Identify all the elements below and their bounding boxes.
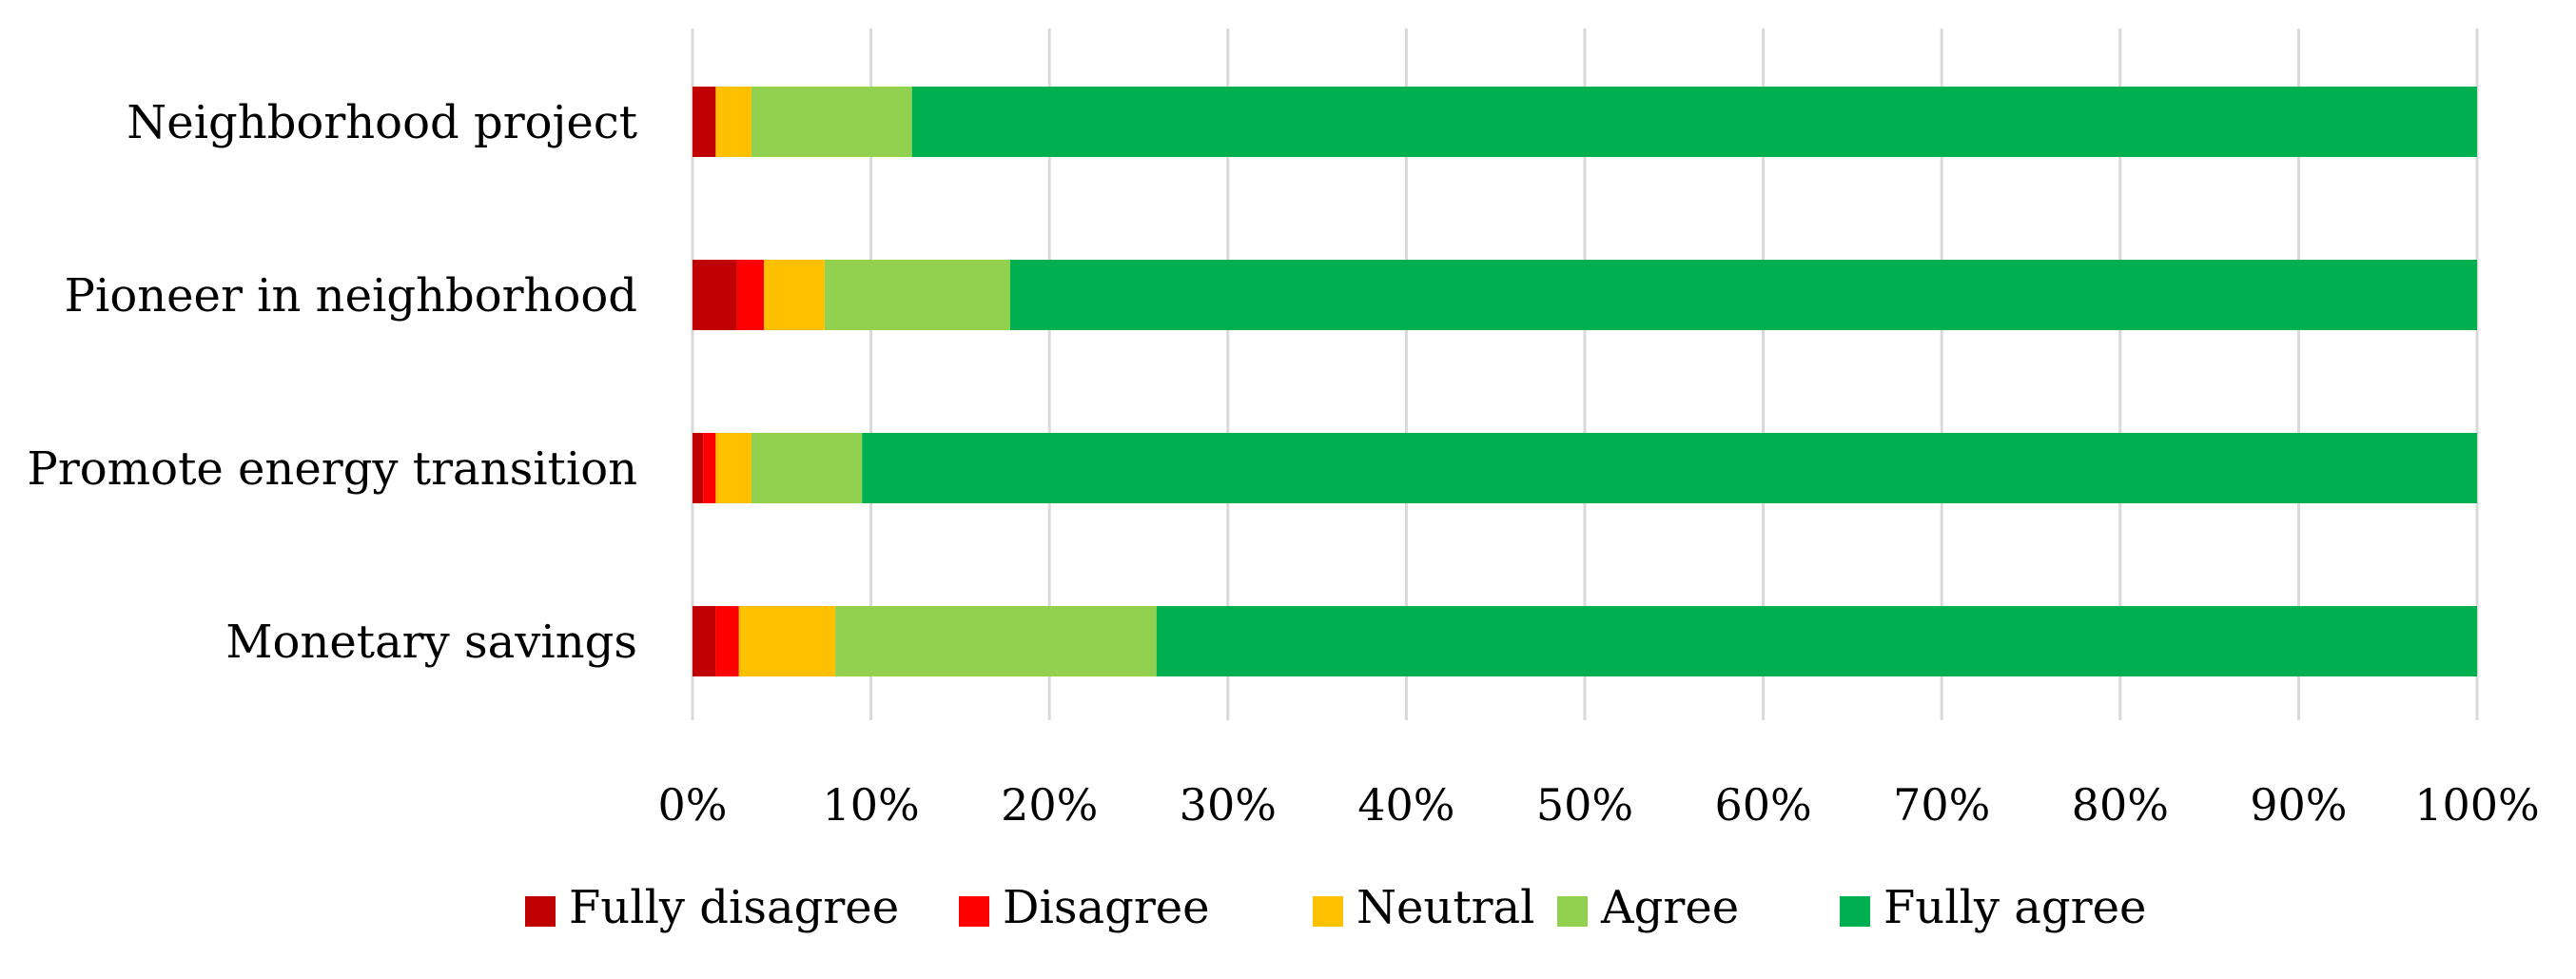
x-tick-label-100: 100% xyxy=(2414,779,2540,831)
bar-segment-fully-disagree xyxy=(693,606,716,676)
bar-segment-neutral xyxy=(715,87,751,157)
bar-segment-agree xyxy=(751,433,863,503)
category-label: Pioneer in neighborhood xyxy=(65,269,637,323)
bar-segment-neutral xyxy=(738,606,836,676)
bar-segment-neutral xyxy=(715,433,751,503)
bar-segment-disagree xyxy=(736,260,765,330)
legend-label-fully-disagree: Fully disagree xyxy=(569,881,899,934)
x-tick-label-10: 10% xyxy=(822,779,919,831)
legend: Fully disagree Disagree Neutral Agree Fully … xyxy=(525,881,2146,934)
category-label: Monetary savings xyxy=(225,616,637,669)
category-labels: Neighborhood project Pioneer in neighborh… xyxy=(28,96,637,669)
legend-swatch-agree xyxy=(1557,896,1588,927)
legend-swatch-fully-agree xyxy=(1840,896,1870,927)
bar-segment-fully-agree xyxy=(1009,260,2477,330)
legend-label-agree: Agree xyxy=(1600,881,1739,934)
bar-segment-fully-agree xyxy=(862,433,2477,503)
bar-segment-fully-disagree xyxy=(693,433,704,503)
legend-swatch-neutral xyxy=(1313,896,1343,927)
bar-segment-disagree xyxy=(715,606,739,676)
x-tick-label-40: 40% xyxy=(1357,779,1454,831)
bar-segment-agree xyxy=(751,87,912,157)
x-tick-label-50: 50% xyxy=(1536,779,1633,831)
legend-label-disagree: Disagree xyxy=(1003,881,1210,934)
bar-segment-fully-agree xyxy=(1156,606,2477,676)
bar-segment-fully-disagree xyxy=(693,87,716,157)
category-label: Promote energy transition xyxy=(28,442,637,496)
category-label: Neighborhood project xyxy=(127,96,637,149)
legend-swatch-disagree xyxy=(959,896,989,927)
x-tick-label-0: 0% xyxy=(658,779,728,831)
x-tick-label-70: 70% xyxy=(1893,779,1990,831)
bar-segment-neutral xyxy=(764,260,825,330)
legend-label-fully-agree: Fully agree xyxy=(1883,881,2146,934)
bar-segment-agree xyxy=(835,606,1157,676)
x-tick-label-30: 30% xyxy=(1180,779,1277,831)
x-tick-label-20: 20% xyxy=(1001,779,1098,831)
bar-segment-disagree xyxy=(703,433,716,503)
x-tick-label-90: 90% xyxy=(2250,779,2347,831)
legend-label-neutral: Neutral xyxy=(1356,881,1535,934)
bar-segment-fully-agree xyxy=(911,87,2477,157)
x-axis-tick-labels: 0% 10% 20% 30% 40% 50% 60% 70% 80% 90% 100% xyxy=(658,779,2540,831)
bar-segment-agree xyxy=(824,260,1010,330)
bar-segment-fully-disagree xyxy=(693,260,737,330)
x-tick-label-60: 60% xyxy=(1714,779,1811,831)
bars xyxy=(693,87,2477,676)
x-tick-label-80: 80% xyxy=(2072,779,2169,831)
legend-swatch-fully-disagree xyxy=(525,896,556,927)
